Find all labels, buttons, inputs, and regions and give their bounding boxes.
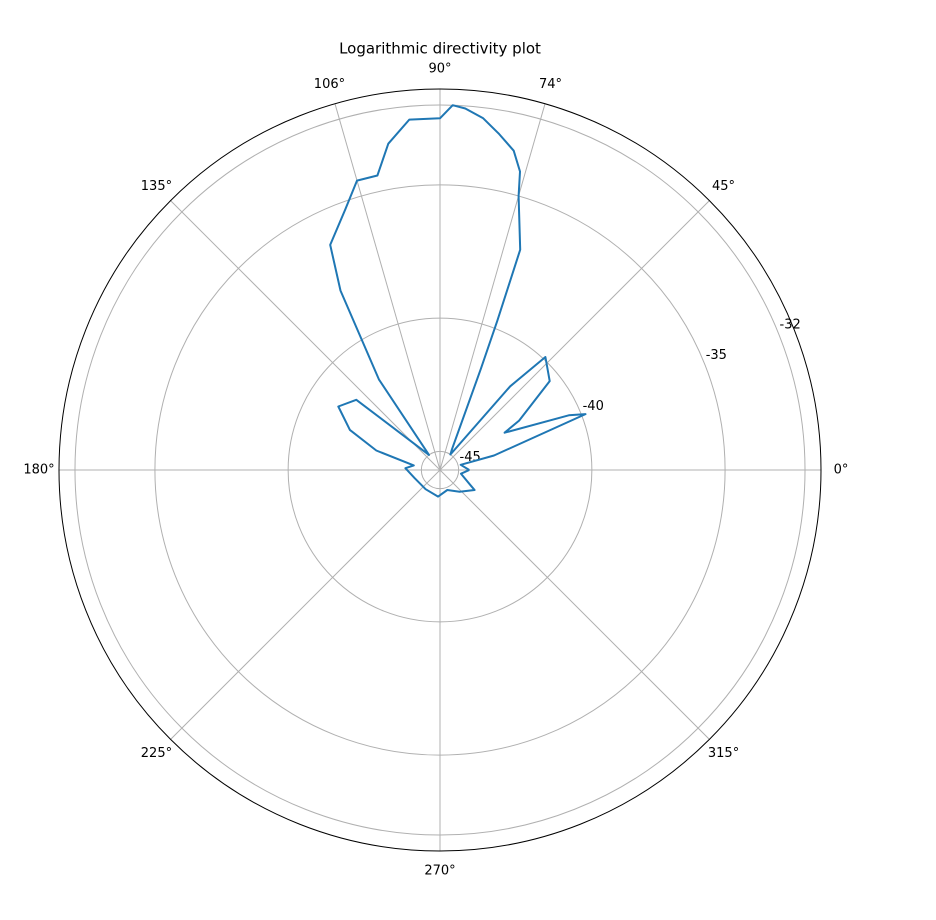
r-grid-circle [287, 317, 593, 623]
theta-tick-label: 45° [712, 179, 735, 194]
theta-tick-label: 106° [314, 77, 345, 92]
r-grid-circle [420, 450, 460, 490]
theta-tick-label: 135° [141, 179, 172, 194]
theta-tick-label: 90° [428, 62, 451, 77]
r-tick-label: -35 [706, 348, 727, 363]
chart-title: Logarithmic directivity plot [339, 40, 541, 58]
theta-tick-label: 0° [834, 463, 849, 478]
r-grid-circle [154, 184, 726, 756]
theta-tick-label: 74° [539, 77, 562, 92]
theta-grid-line [170, 200, 441, 471]
series-line [329, 104, 587, 498]
theta-grid-line [334, 103, 441, 471]
theta-tick-label: 315° [708, 746, 739, 761]
polar-frame [58, 88, 822, 852]
theta-grid-line [170, 469, 441, 740]
theta-grid-line [439, 103, 546, 471]
theta-tick-label: 180° [23, 463, 54, 478]
r-grid-circle [74, 104, 806, 836]
r-tick-label: -32 [780, 317, 801, 332]
theta-tick-label: 225° [141, 746, 172, 761]
r-tick-label: -40 [583, 399, 604, 414]
theta-grid-line [439, 200, 710, 471]
theta-grid-line [439, 469, 710, 740]
theta-tick-label: 270° [424, 864, 455, 879]
